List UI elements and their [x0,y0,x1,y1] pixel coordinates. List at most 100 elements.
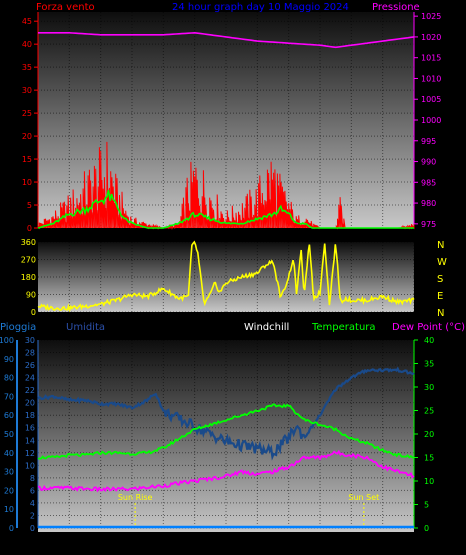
wind-tick-label: 5 [27,201,32,210]
pressure-tick-label: 1015 [421,54,441,63]
temp-tick-label: 30 [424,383,434,392]
x-tick-label: 12 [221,540,231,549]
direction-line [37,240,415,313]
wind-tick-label: 25 [22,109,32,118]
legend-windchill: Windchill [244,322,289,333]
humidity-axis-title: Umidita [66,322,105,333]
pressure-tick-label: 1025 [421,12,441,21]
rain-tick-label: 100 [0,336,14,345]
chart-title: 24 hour graph day 10 Maggio 2024 [172,2,349,13]
rain-tick-label: 50 [4,430,14,439]
temp-tick-label: 35 [424,360,434,369]
pressure-tick-label: 995 [421,137,436,146]
pressure-axis-title: Pressione [372,2,420,13]
temp-tick-label: 0 [424,524,429,533]
humidity-tick-label: 24 [25,374,35,383]
rain-tick-label: 80 [4,374,14,383]
x-tick-label: 22 [378,232,388,241]
direction-tick-label: 90 [26,291,36,300]
rain-tick-label: 30 [4,468,14,477]
temp-tick-label: 5 [424,501,429,510]
wind-tick-label: 30 [22,86,32,95]
wind-axis-title: Forza vento [36,2,95,13]
x-tick-label: 10 [190,540,200,549]
compass-label: N [437,240,444,251]
rain-tick-label: 90 [4,355,14,364]
temp-series: Sun Rise Sun Set [37,366,415,529]
humidity-tick-label: 4 [30,499,35,508]
x-tick-label: 00 [409,232,419,241]
rain-axis-title: Pioggia [0,322,36,333]
humidity-tick-label: 18 [25,411,35,420]
x-tick-label: 16 [284,540,294,549]
direction-panel-bg [38,242,414,312]
x-tick-label: 06 [127,232,137,241]
wind-axes: 0510152025303540459759809859909951000100… [22,12,441,241]
x-tick-label: 02 [64,540,74,549]
humidity-tick-label: 28 [25,349,35,358]
compass-label: N [437,308,444,319]
humidity-line [37,366,415,461]
temp-tick-label: 10 [424,477,434,486]
legend-temperatura: Temperatura [311,322,376,333]
rain-tick-label: 20 [4,486,14,495]
wind-tick-label: 20 [22,132,32,141]
x-tick-label: 02 [64,232,74,241]
humidity-tick-label: 10 [25,461,35,470]
humidity-tick-label: 8 [30,474,35,483]
x-tick-label: 10 [190,232,200,241]
pressure-tick-label: 1020 [421,33,441,42]
dewpoint-axis-title: Dew Point (°C) [392,322,465,333]
wind-series [37,31,415,230]
x-tick-label: 08 [158,540,168,549]
x-tick-label: 18 [315,540,325,549]
direction-series [37,240,415,313]
humidity-tick-label: 0 [30,524,35,533]
compass-label: E [437,291,443,302]
rain-tick-label: 0 [9,524,14,533]
temp-tick-label: 40 [424,336,434,345]
pressure-tick-label: 990 [421,158,436,167]
x-tick-label: 12 [221,232,231,241]
pressure-tick-label: 985 [421,178,436,187]
humidity-tick-label: 20 [25,399,35,408]
x-tick-label: 04 [96,540,106,549]
dewpoint-line [37,449,415,493]
humidity-tick-label: 2 [30,511,35,520]
pressure-tick-label: 1010 [421,74,441,83]
x-tick-label: 08 [158,232,168,241]
x-tick-label: 00 [409,540,419,549]
temperature-line [37,403,415,460]
compass-label: W [437,257,447,268]
wind-tick-label: 45 [22,17,32,26]
pressure-tick-label: 975 [421,220,436,229]
wind-tick-label: 10 [22,178,32,187]
wind-tick-label: 35 [22,63,32,72]
sun-label: Sun Set [348,493,379,502]
pressure-line [38,31,415,49]
rain-tick-label: 10 [4,505,14,514]
humidity-tick-label: 26 [25,361,35,370]
rain-tick-label: 40 [4,449,14,458]
humidity-tick-label: 30 [25,336,35,345]
direction-tick-label: 270 [21,256,36,265]
x-tick-label: 20 [346,232,356,241]
humidity-tick-label: 16 [25,424,35,433]
wind-tick-label: 40 [22,40,32,49]
rain-tick-label: 70 [4,392,14,401]
compass-label: S [437,274,443,285]
pressure-tick-label: 1000 [421,116,441,125]
x-tick-label: 06 [127,540,137,549]
x-tick-label: 14 [252,232,262,241]
x-tick-label: 04 [96,232,106,241]
humidity-tick-label: 6 [30,486,35,495]
humidity-tick-label: 12 [25,449,35,458]
direction-tick-label: 0 [31,308,36,317]
temp-axes: 0246810121416182022242628300102030405060… [0,336,434,549]
x-tick-label: 20 [346,540,356,549]
pressure-tick-label: 1005 [421,95,441,104]
temp-tick-label: 15 [424,454,434,463]
temp-tick-label: 25 [424,407,434,416]
